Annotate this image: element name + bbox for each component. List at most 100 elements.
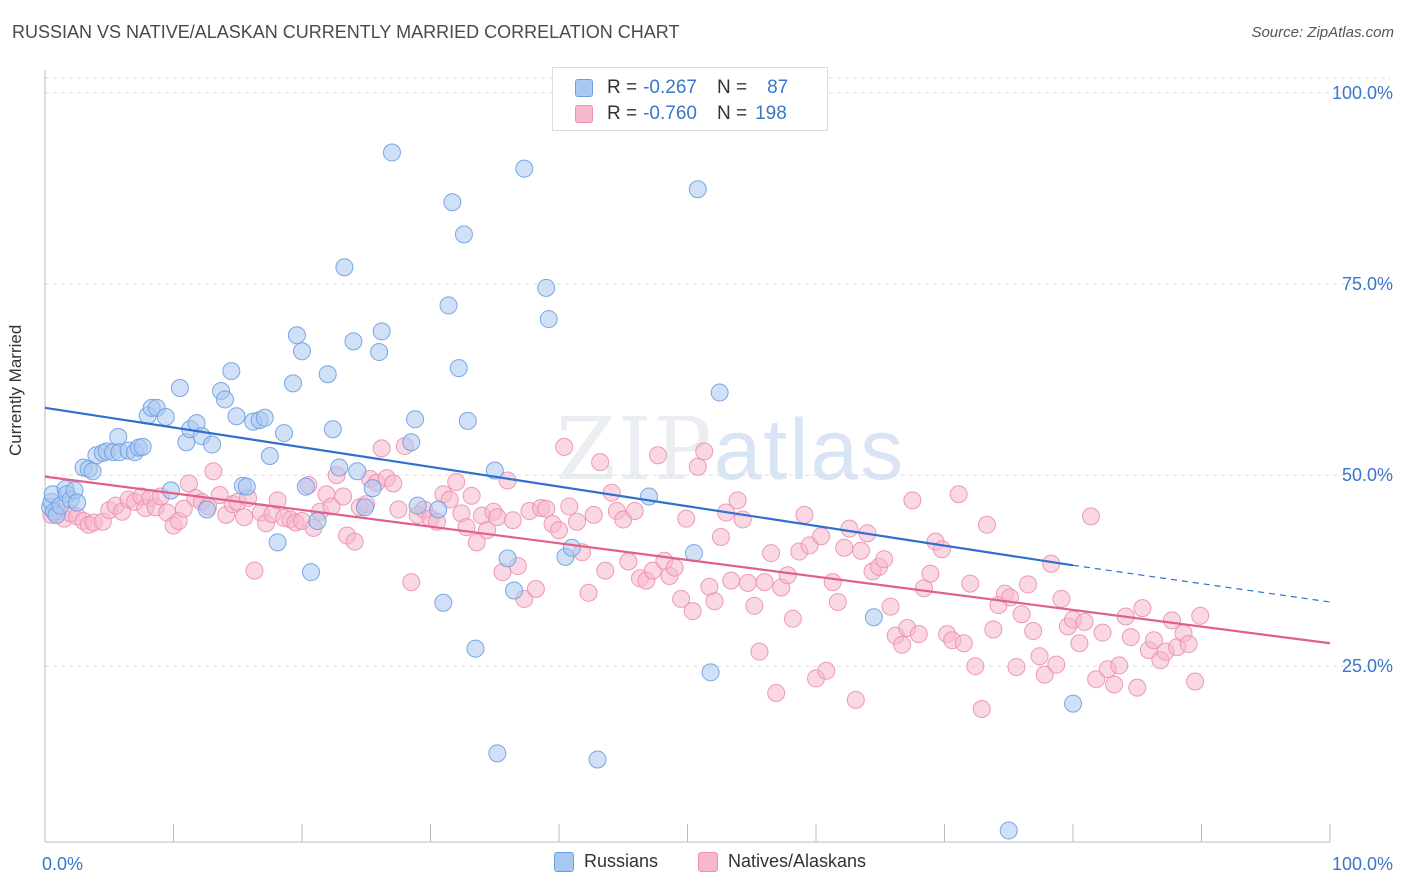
natives-point	[728, 491, 747, 510]
legend-swatch-natives	[575, 105, 593, 123]
natives-point	[750, 642, 769, 661]
natives-trendline	[44, 475, 1331, 645]
natives-point	[204, 462, 223, 481]
natives-point	[722, 571, 741, 590]
natives-point	[1024, 622, 1043, 641]
russians-point	[999, 821, 1018, 840]
natives-point	[683, 602, 702, 621]
legend-row-russians: R = -0.267 N = 87	[575, 76, 788, 100]
natives-point	[235, 508, 254, 527]
legend-r-label: R =	[607, 103, 638, 124]
russians-point	[255, 408, 274, 427]
russians-point	[406, 410, 425, 429]
natives-point	[893, 635, 912, 654]
natives-point	[1144, 631, 1163, 650]
natives-point	[1047, 655, 1066, 674]
legend-row-natives: R = -0.760 N = 198	[575, 102, 787, 126]
natives-point	[579, 583, 598, 602]
russians-point	[363, 479, 382, 498]
russians-point	[498, 549, 517, 568]
natives-point	[762, 544, 781, 563]
natives-point	[977, 515, 996, 534]
natives-point	[835, 538, 854, 557]
y-tick-label: 25.0%	[1342, 656, 1393, 676]
natives-point	[984, 620, 1003, 639]
natives-point	[1110, 656, 1129, 675]
russians-point	[485, 461, 504, 480]
legend-r-value-russians: -0.267	[643, 77, 697, 98]
natives-point	[591, 453, 610, 472]
russians-point	[318, 365, 337, 384]
chart-title: RUSSIAN VS NATIVE/ALASKAN CURRENTLY MARR…	[12, 22, 680, 42]
russians-point	[370, 343, 389, 362]
legend-label-natives: Natives/Alaskans	[728, 851, 867, 871]
legend-item-natives: Natives/Alaskans	[698, 851, 866, 872]
natives-point	[384, 474, 403, 493]
russians-point	[864, 608, 883, 627]
russians-trendline	[44, 406, 1074, 567]
russians-point	[515, 159, 534, 178]
natives-point	[1087, 670, 1106, 689]
natives-point	[648, 446, 667, 465]
natives-point	[903, 491, 922, 510]
russians-point	[260, 447, 279, 465]
natives-point	[174, 499, 193, 518]
russians-point	[170, 378, 189, 397]
russians-point	[203, 435, 222, 454]
russians-trendline-extension	[1072, 564, 1331, 603]
russians-point	[539, 310, 558, 329]
natives-point	[584, 505, 603, 524]
natives-point	[1186, 672, 1205, 691]
natives-point	[823, 573, 842, 592]
legend-swatch-natives	[698, 851, 718, 872]
y-tick-label: 100.0%	[1332, 83, 1393, 103]
y-axis-label: Currently Married	[6, 324, 25, 456]
watermark-zip: ZIP	[556, 400, 714, 500]
russians-point	[275, 424, 294, 443]
natives-point	[688, 457, 707, 476]
legend-item-russians: Russians	[554, 851, 658, 872]
russians-point	[488, 744, 507, 763]
natives-point	[851, 541, 870, 560]
russians-point	[537, 278, 556, 297]
natives-point	[345, 532, 364, 551]
source-label: Source: ZipAtlas.com	[1251, 24, 1394, 41]
russians-point	[439, 296, 458, 315]
natives-point	[462, 486, 481, 505]
natives-point	[440, 490, 459, 509]
natives-point	[665, 558, 684, 577]
russians-point	[237, 477, 256, 496]
x-tick-label-max: 100.0%	[1332, 854, 1393, 874]
russians-point	[355, 498, 374, 517]
natives-point	[767, 683, 786, 702]
natives-point	[949, 485, 968, 504]
natives-point	[555, 437, 574, 456]
legend-n-value-russians: 87	[767, 77, 789, 98]
y-tick-label: 75.0%	[1342, 274, 1393, 294]
watermark: ZIPatlas	[556, 400, 905, 500]
natives-point	[755, 573, 774, 592]
natives-point	[1133, 599, 1152, 618]
natives-point	[881, 597, 900, 616]
natives-point	[245, 561, 264, 580]
natives-point	[625, 502, 644, 521]
natives-point	[972, 700, 991, 719]
natives-point	[1075, 612, 1094, 631]
natives-point	[488, 508, 507, 527]
russians-point	[68, 493, 87, 512]
legend-swatch-russians	[575, 79, 593, 97]
russians-point	[466, 639, 485, 658]
russians-point	[227, 407, 246, 426]
russians-point	[161, 481, 180, 500]
russians-point	[197, 500, 216, 519]
russians-point	[83, 462, 102, 481]
natives-point	[1012, 605, 1031, 624]
natives-point	[695, 442, 714, 461]
natives-point	[1081, 507, 1100, 526]
russians-point	[330, 458, 349, 477]
series-legend: Russians Natives/Alaskans	[0, 851, 1406, 877]
x-tick-label-min: 0.0%	[42, 854, 83, 874]
russians-point	[133, 437, 152, 456]
natives-point	[966, 657, 985, 676]
